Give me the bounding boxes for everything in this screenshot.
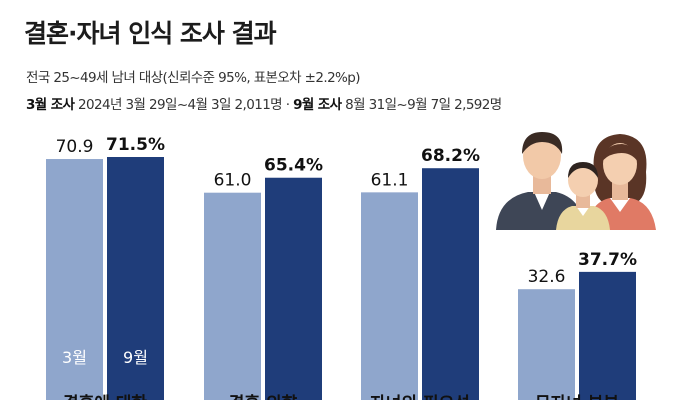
value-label-march-0: 70.9 [56, 137, 94, 157]
bar-september-2 [422, 168, 479, 400]
value-label-march-3: 32.6 [528, 267, 566, 287]
bar-september-1 [265, 177, 322, 400]
value-label-september-1: 65.4% [264, 156, 323, 176]
value-label-september-3: 37.7% [578, 250, 637, 270]
september-survey-desc: 8월 31일~9월 7일 2,592명 [341, 97, 502, 113]
september-survey-label: 9월 조사 [293, 97, 342, 113]
value-label-march-1: 61.0 [214, 171, 252, 191]
bar-march-2 [361, 192, 418, 400]
bar-march-1 [204, 192, 261, 400]
survey-scope: 전국 25~49세 남녀 대상(신뢰수준 95%, 표본오차 ±2.2%p) [26, 70, 361, 86]
march-survey-label: 3월 조사 [26, 97, 75, 113]
child-figure [556, 162, 610, 230]
category-label-2: 자녀의 필요성 [370, 394, 470, 400]
bar-march-3 [518, 289, 575, 400]
bar-september-3 [579, 271, 636, 400]
value-label-march-2: 61.1 [371, 170, 409, 190]
category-label-1: 결혼 의향 [229, 393, 298, 400]
bar-march-0 [46, 159, 103, 400]
category-label-0: 결혼에 대한 [63, 393, 147, 400]
bar-september-0 [107, 157, 164, 400]
page-title: 결혼·자녀 인식 조사 결과 [24, 19, 277, 48]
mother-figure [586, 134, 656, 230]
family-icon [496, 132, 656, 230]
value-label-september-2: 68.2% [421, 146, 480, 166]
series-label-march: 3월 [62, 348, 87, 367]
value-label-september-0: 71.5% [106, 135, 165, 155]
series-label-september: 9월 [123, 348, 148, 367]
survey-periods: 3월 조사 2024년 3월 29일~4월 3일 2,011명 · 9월 조사 … [26, 93, 502, 113]
category-label-3: 무자녀 부부 [535, 394, 619, 400]
march-survey-desc: 2024년 3월 29일~4월 3일 2,011명 · [74, 97, 294, 113]
